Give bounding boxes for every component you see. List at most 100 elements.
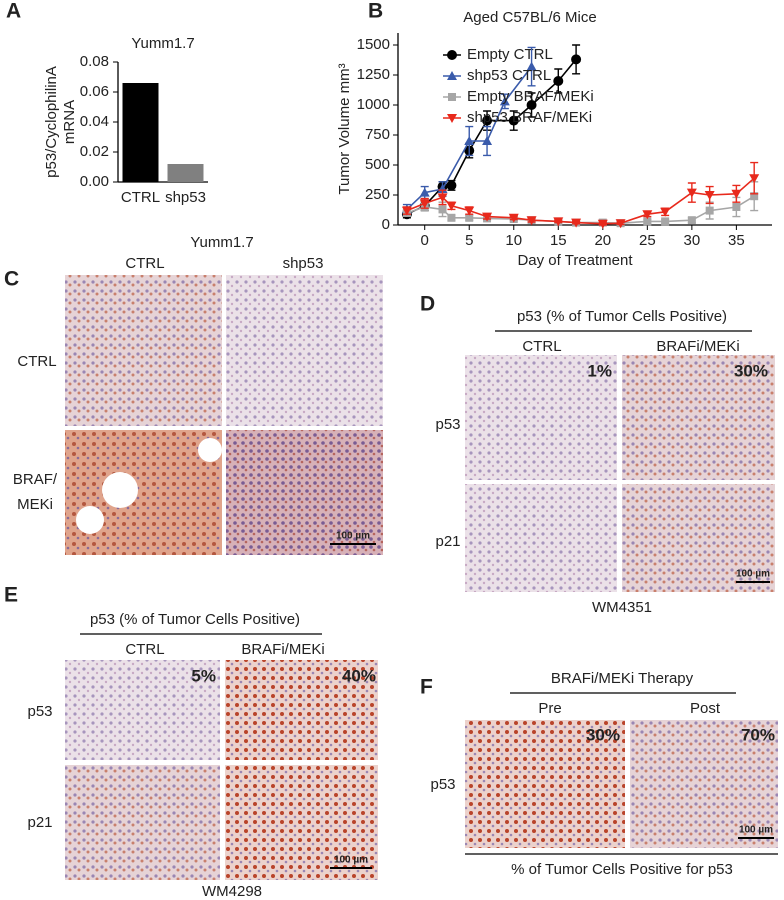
micrograph [622, 484, 775, 592]
percentage: 1% [587, 361, 612, 380]
panel-letter: D [420, 293, 435, 316]
row-label: BRAF/ [13, 471, 58, 488]
legend-marker [447, 114, 457, 123]
data-point [438, 205, 447, 214]
micrograph [622, 355, 775, 480]
row-label: p21 [27, 814, 52, 831]
column-label: Pre [538, 700, 561, 717]
panel-letters: A B C D E F [4, 0, 435, 699]
y-tick-label: 0.00 [80, 173, 109, 190]
percentage: 30% [734, 361, 768, 380]
x-tick-label: 10 [505, 232, 522, 249]
data-point [482, 115, 493, 126]
data-point [482, 136, 493, 145]
column-label: CTRL [125, 255, 164, 272]
row-label: p53 [435, 416, 460, 433]
data-point [526, 100, 537, 110]
panel-letter: C [4, 268, 19, 291]
column-label: CTRL [125, 641, 164, 658]
column-label: BRAFi/MEKi [241, 641, 324, 658]
data-point [446, 180, 457, 191]
micrograph [225, 660, 378, 760]
data-point [526, 61, 537, 71]
panel-title: Yumm1.7 [190, 234, 253, 251]
panel-letter: F [420, 676, 433, 699]
data-point [464, 136, 475, 145]
scale-label: 100 µm [334, 855, 368, 866]
data-point [704, 191, 715, 200]
data-point [571, 54, 582, 65]
y-tick-label: 0.04 [80, 113, 109, 130]
x-tick-label: 15 [550, 232, 567, 249]
panel-c: Yumm1.7 CTRL shp53 CTRL BRAF/ MEKi 100 µ… [13, 234, 383, 555]
micrograph [65, 430, 222, 555]
footer: % of Tumor Cells Positive for p53 [511, 861, 733, 878]
chart-title: Aged C57BL/6 Mice [463, 9, 596, 26]
data-point [464, 206, 475, 216]
micrograph [465, 355, 617, 480]
panel-letter: A [6, 0, 21, 23]
fat-vacuole [198, 438, 222, 462]
data-point [750, 192, 759, 201]
data-point [499, 96, 510, 106]
x-tick-label: 5 [465, 232, 473, 249]
row-label: p53 [430, 776, 455, 793]
scale-label: 100 µm [739, 825, 773, 836]
y-tick-label: 0 [382, 216, 390, 233]
data-point [553, 217, 564, 227]
row-label: MEKi [17, 496, 53, 513]
data-point [687, 216, 696, 225]
data-point [643, 217, 652, 226]
fat-vacuole [102, 472, 138, 508]
y-tick-label: 250 [365, 186, 390, 203]
y-tick-label: 1250 [357, 66, 390, 83]
micrograph [226, 275, 383, 426]
data-point [419, 199, 430, 209]
panel-f: BRAFi/MEKi Therapy Pre Post 30% 70% p53 … [430, 670, 778, 878]
data-point [508, 115, 519, 126]
fat-vacuole [76, 506, 104, 534]
row-label: p21 [435, 533, 460, 550]
data-point [437, 193, 448, 203]
header: BRAFi/MEKi Therapy [551, 670, 694, 687]
panel-d: p53 (% of Tumor Cells Positive) CTRL BRA… [435, 308, 775, 616]
header: p53 (% of Tumor Cells Positive) [517, 308, 727, 325]
bar [167, 164, 204, 182]
footer: WM4351 [592, 599, 652, 616]
micrograph [65, 660, 220, 760]
y-tick-label: 0.08 [80, 53, 109, 70]
legend-label: Empty CTRL [467, 46, 553, 63]
y-axis-label: Tumor Volume mm³ [336, 63, 353, 194]
row-label: p53 [27, 703, 52, 720]
x-tick-label: 35 [728, 232, 745, 249]
column-label: Post [690, 700, 721, 717]
y-tick-label: 750 [365, 126, 390, 143]
percentage: 5% [191, 666, 216, 685]
y-tick-label: 1500 [357, 36, 390, 53]
micrograph [630, 720, 778, 848]
micrograph [65, 765, 220, 880]
data-point [482, 212, 493, 222]
data-point [526, 216, 537, 226]
panel-e: p53 (% of Tumor Cells Positive) CTRL BRA… [27, 611, 378, 900]
data-point [615, 219, 626, 229]
scale-label: 100 µm [736, 569, 770, 580]
data-point [508, 213, 519, 223]
y-axis-label: p53/CyclophilinA [43, 66, 60, 178]
x-tick-label: 20 [594, 232, 611, 249]
data-point [553, 76, 564, 86]
row-label: CTRL [17, 353, 56, 370]
data-point [686, 188, 697, 198]
micrograph [65, 275, 222, 426]
data-point [732, 203, 741, 211]
series-line [406, 58, 577, 215]
x-tick-label: CTRL [121, 189, 160, 206]
scale-label: 100 µm [336, 531, 370, 542]
legend-marker [447, 50, 457, 60]
legend-marker [447, 71, 457, 80]
y-tick-label: 0.06 [80, 83, 109, 100]
data-point [731, 189, 742, 199]
footer: WM4298 [202, 883, 262, 900]
micrograph [226, 430, 383, 555]
